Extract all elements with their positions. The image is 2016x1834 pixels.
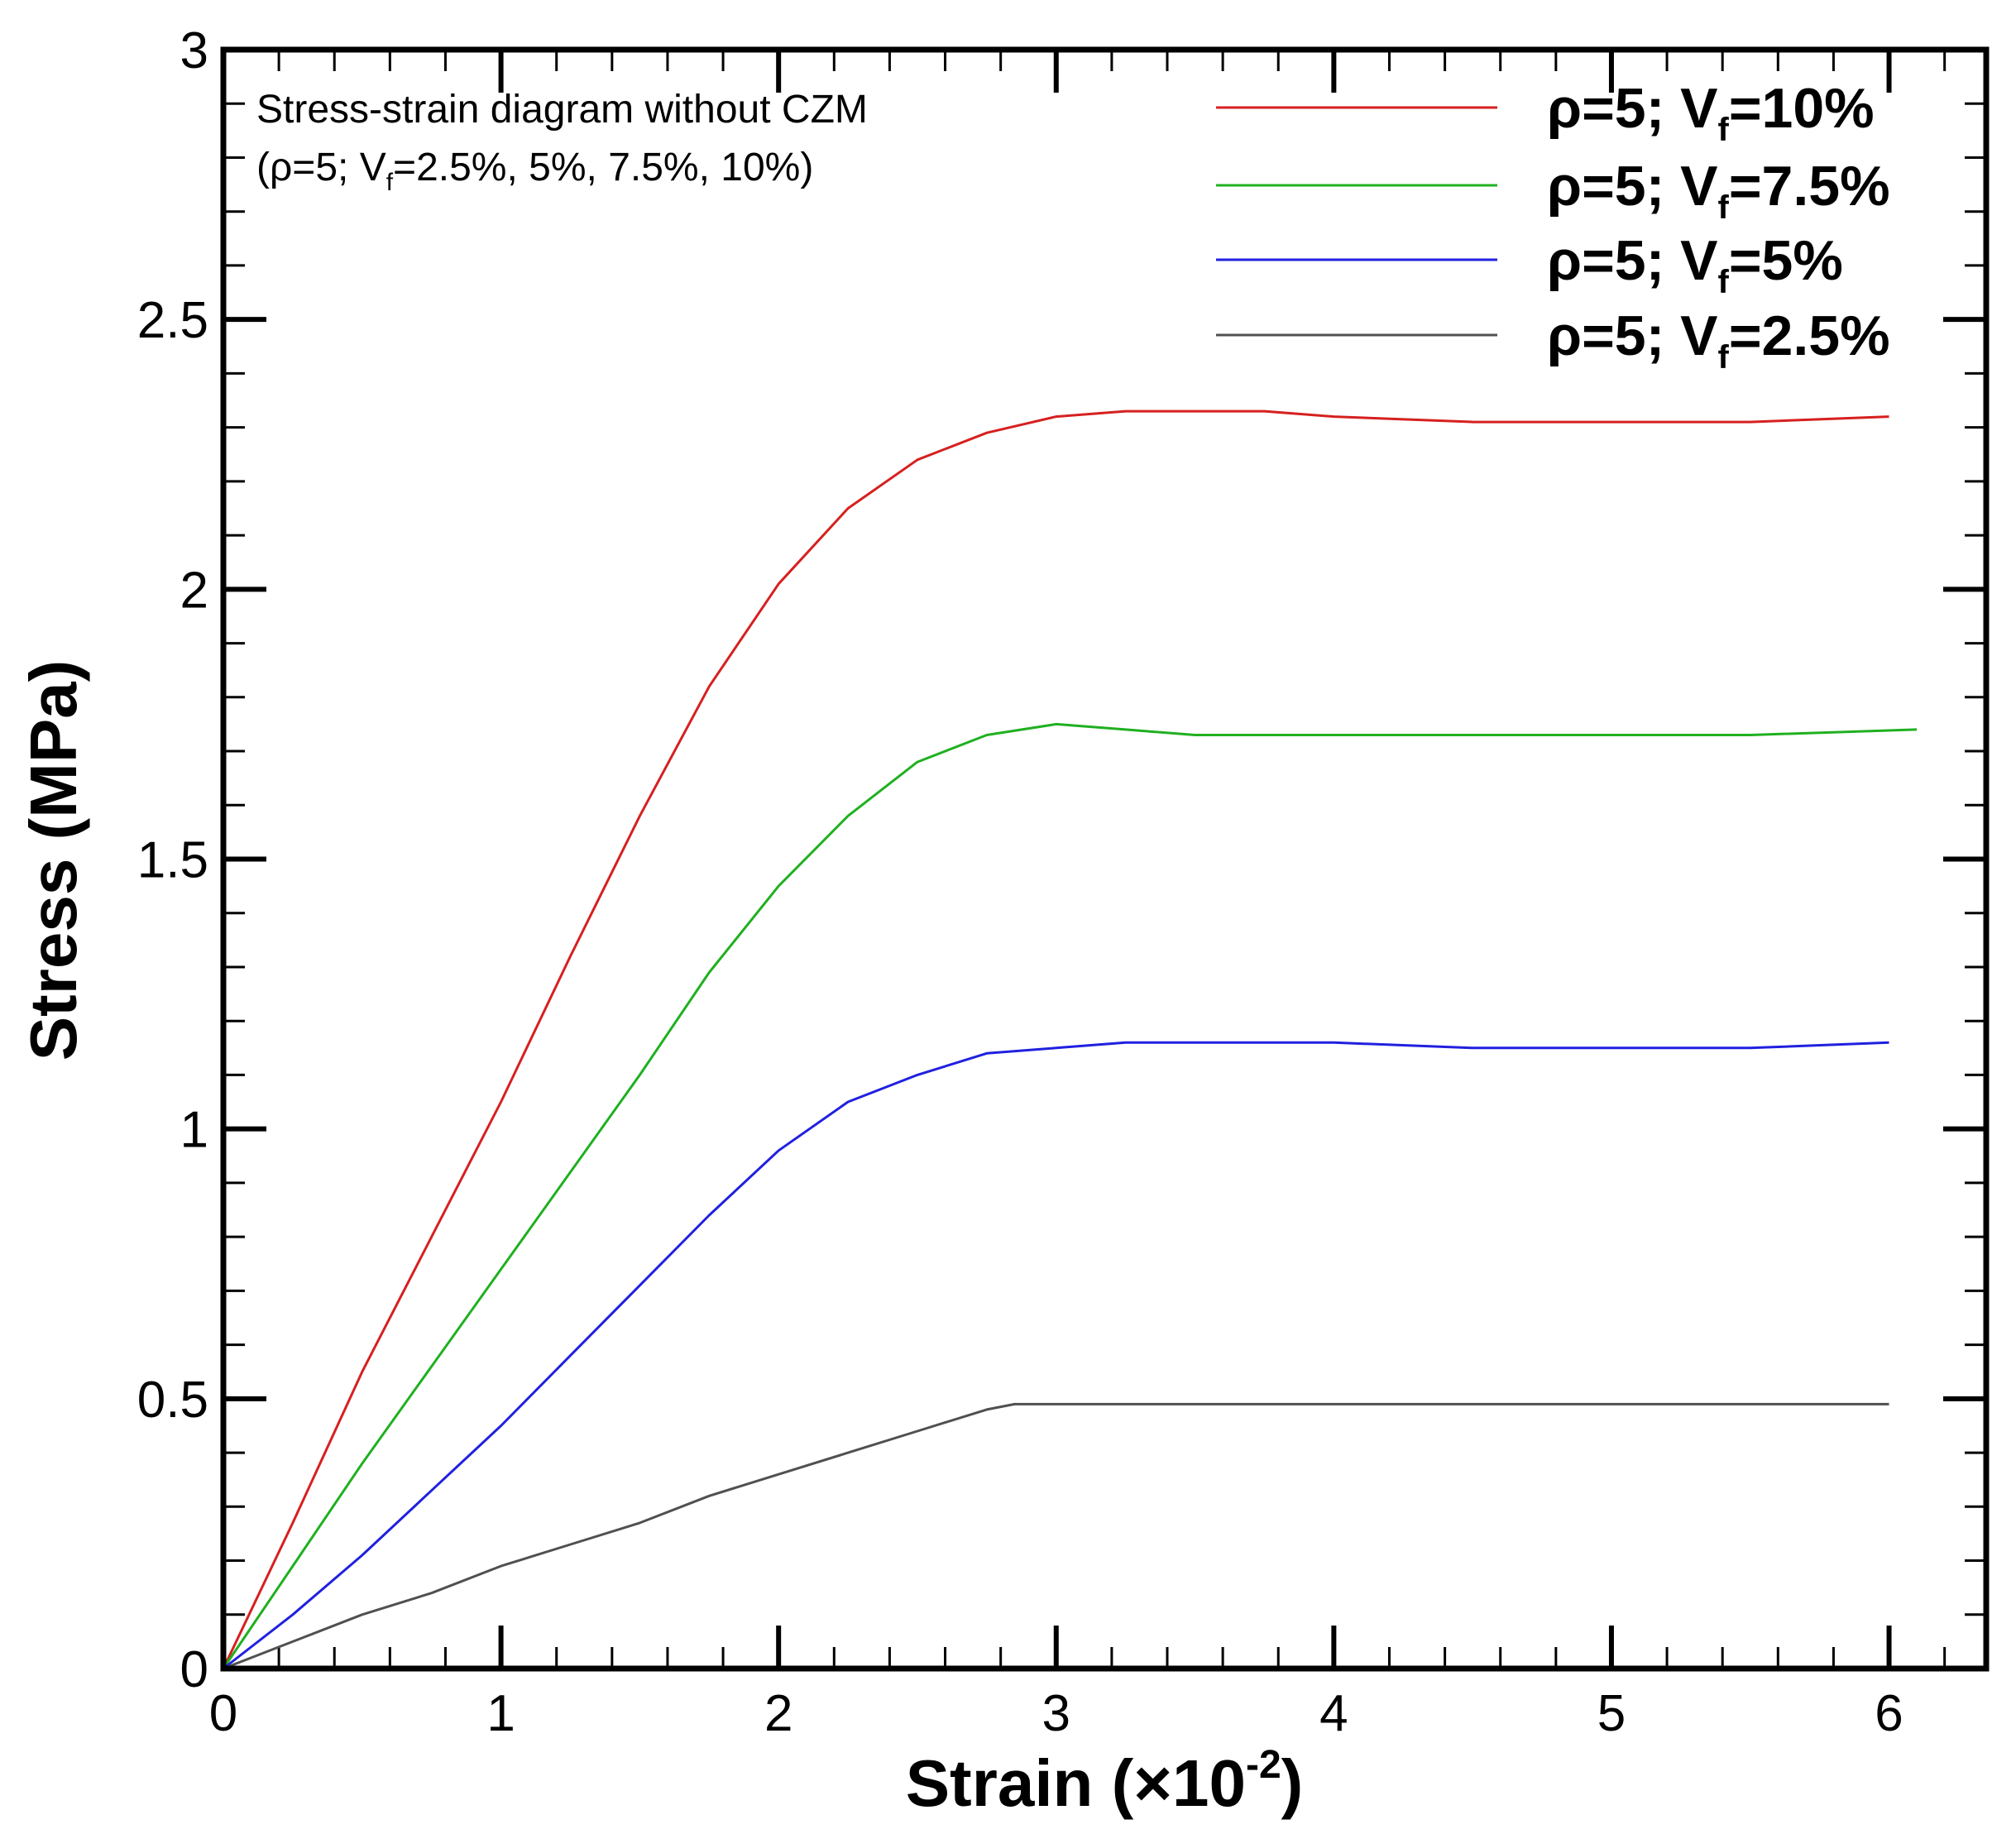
x-tick-label: 0 — [209, 1685, 237, 1742]
x-tick-label: 3 — [1042, 1685, 1070, 1742]
x-axis-title: Strain (×10-2) — [906, 1743, 1304, 1820]
annotation-line-2-prefix: (ρ=5; V — [256, 146, 386, 189]
x-tick-label: 4 — [1319, 1685, 1348, 1742]
annotation-line-2-suffix: =2.5%, 5%, 7.5%, 10%) — [393, 146, 813, 189]
y-tick-label: 0.5 — [137, 1372, 208, 1429]
minor-ticks — [223, 50, 1986, 1669]
y-tick-label: 1.5 — [137, 832, 208, 889]
x-axis-title-sup: -2 — [1246, 1743, 1281, 1787]
y-tick-label: 0 — [180, 1641, 208, 1698]
y-axis-title: Stress (MPa) — [17, 660, 90, 1061]
annotation-line-2: (ρ=5; Vf=2.5%, 5%, 7.5%, 10%) — [256, 146, 813, 196]
y-tick-label: 3 — [180, 22, 208, 79]
x-tick-label: 5 — [1597, 1685, 1626, 1742]
x-axis-title-main: Strain (×10 — [906, 1746, 1246, 1820]
legend-label-3: ρ=5; Vf=5% — [1547, 229, 1843, 300]
legend-label-1: ρ=5; Vf=10% — [1547, 77, 1875, 148]
y-tick-labels: 0 0.5 1 1.5 2 2.5 3 — [137, 22, 208, 1698]
series-line-4 — [223, 1402, 1889, 1670]
x-tick-label: 1 — [486, 1685, 515, 1742]
annotation-line-2-sub: f — [386, 169, 394, 196]
plot-frame — [220, 46, 1990, 1672]
annotation-line-1: Stress-strain diagram without CZM — [256, 88, 868, 132]
series-line-3 — [223, 1041, 1889, 1670]
series-line-2 — [222, 722, 1918, 1669]
series-lines — [222, 409, 1918, 1670]
legend: ρ=5; Vf=10%ρ=5; Vf=7.5%ρ=5; Vf=5%ρ=5; Vf… — [1216, 77, 1890, 376]
x-tick-label: 2 — [764, 1685, 793, 1742]
series-line-1 — [222, 409, 1889, 1669]
y-tick-label: 1 — [180, 1102, 208, 1159]
x-tick-label: 6 — [1875, 1685, 1903, 1742]
legend-label-2: ρ=5; Vf=7.5% — [1547, 155, 1890, 226]
y-tick-label: 2 — [180, 562, 208, 619]
legend-label-4: ρ=5; Vf=2.5% — [1547, 304, 1890, 376]
x-tick-labels: 0 1 2 3 4 5 6 — [209, 1685, 1903, 1742]
annotation: Stress-strain diagram without CZM (ρ=5; … — [256, 88, 868, 196]
y-tick-label: 2.5 — [137, 292, 208, 349]
x-axis-title-close: ) — [1281, 1746, 1304, 1820]
major-ticks — [221, 47, 1986, 1671]
